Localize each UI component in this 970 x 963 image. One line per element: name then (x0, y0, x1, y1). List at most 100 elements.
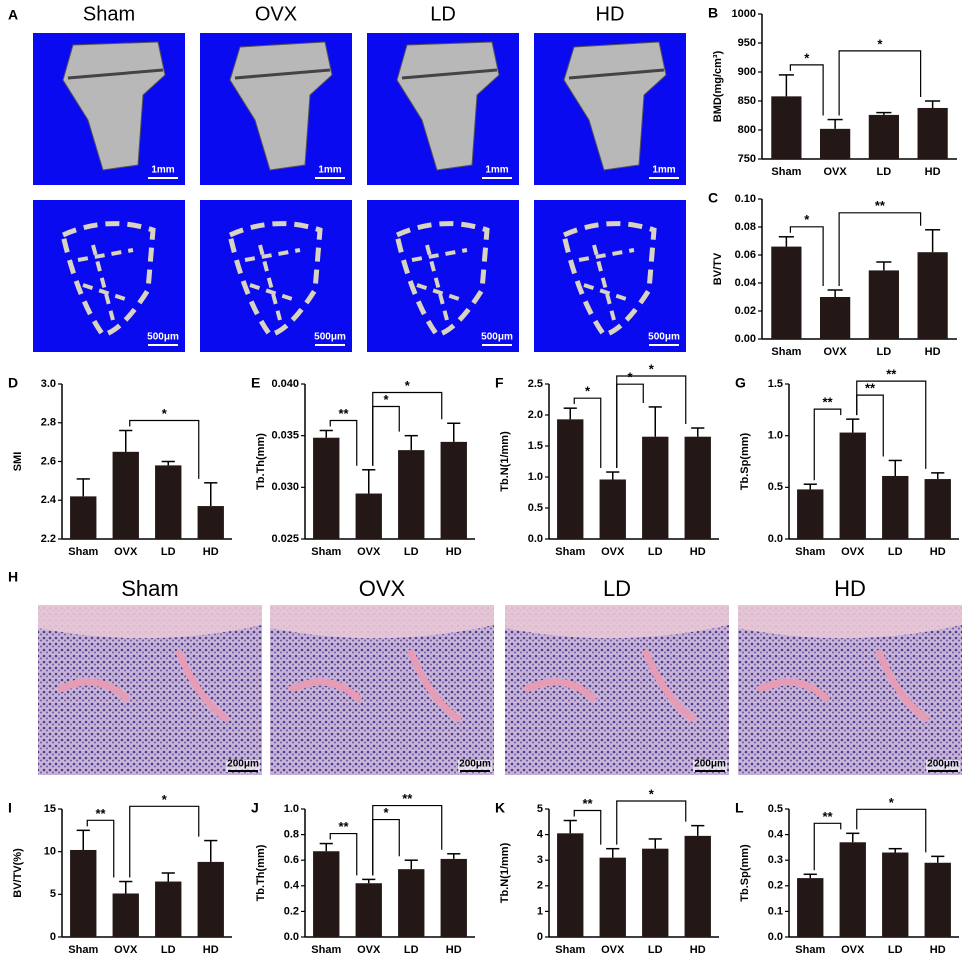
x-tick-label: HD (930, 546, 946, 558)
trabecula (56, 648, 231, 723)
significance-bracket (789, 226, 824, 286)
bar (684, 436, 711, 539)
y-axis-label: BV/TV (712, 252, 724, 285)
significance-bracket (838, 50, 922, 116)
group-label: HD (834, 576, 866, 601)
x-tick-label: LD (161, 944, 176, 956)
x-tick-label: Sham (68, 546, 98, 558)
bar (771, 96, 802, 159)
significance-label: ** (402, 791, 413, 806)
y-tick-label: 0.035 (271, 430, 299, 442)
x-tick-label: LD (888, 546, 903, 558)
y-tick-label: 15 (44, 803, 56, 815)
significance-label: * (585, 384, 591, 399)
trabecular-shape (227, 221, 323, 338)
y-tick-label: 0.10 (735, 193, 756, 205)
y-axis-label: Tb.Sp(mm) (739, 844, 751, 902)
y-tick-label: 2.5 (528, 378, 543, 390)
bar (355, 883, 382, 937)
y-tick-label: 2.6 (41, 455, 56, 467)
x-tick-label: Sham (311, 944, 341, 956)
x-tick-label: OVX (841, 546, 865, 558)
bar (882, 475, 909, 539)
y-tick-label: 2.0 (528, 409, 543, 421)
bar (917, 252, 948, 339)
significance-bracket (813, 408, 842, 481)
panel-label: E (251, 375, 260, 391)
significance-label: ** (338, 819, 349, 834)
significance-bracket (573, 809, 602, 845)
significance-bracket (813, 822, 842, 871)
y-tick-label: 2.8 (41, 417, 56, 429)
y-tick-label: 0.02 (735, 305, 756, 317)
y-tick-label: 0.4 (768, 829, 784, 841)
significance-bracket (372, 405, 400, 466)
y-tick-label: 3.0 (41, 378, 56, 390)
x-tick-label: Sham (795, 546, 825, 558)
x-tick-label: Sham (68, 944, 98, 956)
cartilage (505, 605, 729, 639)
panel-label: F (495, 375, 504, 391)
significance-bracket (616, 375, 687, 469)
x-tick-label: LD (648, 546, 663, 558)
significance-label: ** (886, 367, 897, 382)
bar (440, 858, 467, 937)
scale-bg (458, 760, 492, 772)
y-tick-label: 0 (50, 931, 56, 943)
bar-chart: E Tb.Th(mm) 0.025 0.030 0.035 0.040 Sham OVX LD H… (251, 375, 475, 558)
bar (642, 436, 669, 539)
significance-bracket (372, 391, 443, 466)
y-tick-label: 950 (738, 37, 756, 49)
significance-label: ** (875, 198, 886, 213)
bar (839, 842, 866, 937)
scale-label: 200μm (227, 759, 259, 770)
x-tick-label: Sham (771, 166, 801, 178)
bar (797, 489, 824, 539)
x-tick-label: HD (446, 944, 462, 956)
significance-label: ** (865, 381, 876, 396)
x-tick-label: LD (648, 944, 663, 956)
bar-chart: B BMD(mg/cm³) 750 800 850 900 950 1000 Sham OVX LD… (708, 5, 957, 178)
significance-label: ** (582, 796, 593, 811)
x-tick-label: LD (877, 166, 892, 178)
panel-label: D (8, 375, 18, 391)
bar (642, 848, 669, 937)
y-axis-label: Tb.Th(mm) (255, 433, 267, 490)
significance-label: * (889, 795, 895, 810)
y-tick-label: 0.0 (284, 931, 299, 943)
y-tick-label: 10 (44, 846, 56, 858)
significance-bracket (372, 804, 443, 876)
bar (924, 862, 951, 937)
y-tick-label: 1.5 (528, 440, 543, 452)
panel-label: B (708, 5, 718, 21)
bone-detail (568, 68, 665, 80)
y-tick-label: 0.2 (768, 880, 783, 892)
x-tick-label: HD (930, 944, 946, 956)
y-axis-label: BV/TV(%) (12, 848, 24, 898)
significance-label: * (877, 36, 883, 51)
significance-label: ** (338, 406, 349, 421)
x-tick-label: LD (161, 546, 176, 558)
x-tick-label: Sham (555, 944, 585, 956)
trabecular-shape (561, 221, 657, 338)
scale-label: 1mm (652, 165, 675, 176)
x-tick-label: Sham (311, 546, 341, 558)
bar (70, 496, 97, 539)
significance-label: ** (822, 809, 833, 824)
bar (197, 861, 224, 937)
scale-label: 500μm (648, 332, 680, 343)
trabecular-shape (394, 221, 490, 338)
bar (155, 881, 182, 937)
bar-chart: F Tb.N(1/mm) 0.0 0.5 1.0 1.5 2.0 2.5 Sham OVX LD HD… (495, 361, 719, 558)
group-label: OVX (255, 3, 297, 25)
bone-shape (62, 41, 166, 171)
significance-label: * (627, 370, 633, 385)
bone-detail (234, 68, 331, 80)
bar (839, 432, 866, 539)
scale-label: 1mm (485, 165, 508, 176)
significance-bracket (372, 818, 400, 876)
y-axis-label: Tb.N(1/mm) (499, 431, 511, 492)
trabecular-shape (411, 244, 468, 321)
